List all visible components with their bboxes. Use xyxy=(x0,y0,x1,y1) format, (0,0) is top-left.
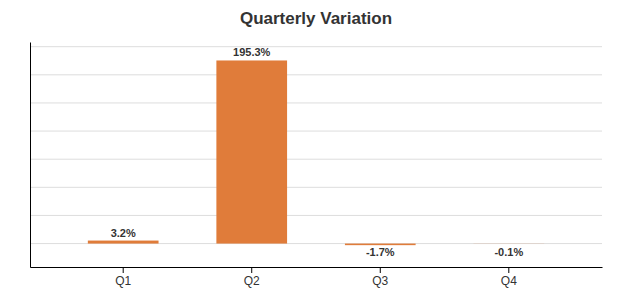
title: Quarterly Variation xyxy=(240,9,392,28)
grid-line xyxy=(30,102,602,103)
data-labels: 3.2% 195.3% -1.7% -0.1% xyxy=(111,46,524,257)
x-tick-mark xyxy=(380,267,381,273)
grid-line xyxy=(30,215,602,216)
y-axis-line xyxy=(30,43,31,268)
bar xyxy=(216,60,287,243)
grid xyxy=(30,47,602,244)
grid-line xyxy=(30,74,602,75)
x-axis: Q1 Q2 Q3 Q4 xyxy=(31,267,603,288)
grid-line xyxy=(30,131,602,132)
grid-line xyxy=(30,159,602,160)
data-label: 195.3% xyxy=(233,46,271,58)
x-tick: Q1 xyxy=(115,267,131,288)
y-axis xyxy=(30,43,31,268)
grid-line xyxy=(30,46,602,47)
bar xyxy=(88,241,159,244)
data-label: 3.2% xyxy=(111,227,136,239)
x-axis-line xyxy=(31,267,603,268)
x-tick-mark xyxy=(123,267,124,273)
chart: Q1 Q2 Q3 Q4 3.2% 195.3% -1.7% -0.1% Quarterly Va… xyxy=(0,0,622,299)
grid-line xyxy=(30,187,602,188)
x-tick-label: Q4 xyxy=(501,274,517,288)
x-tick-mark xyxy=(251,267,252,273)
bar xyxy=(473,243,544,244)
x-tick-label: Q1 xyxy=(115,274,131,288)
plot: Q1 Q2 Q3 Q4 3.2% 195.3% -1.7% -0.1% xyxy=(30,43,603,288)
x-tick-mark xyxy=(508,267,509,273)
x-tick: Q2 xyxy=(244,267,260,288)
data-label: -0.1% xyxy=(494,246,523,258)
data-label: -1.7% xyxy=(366,246,395,258)
x-tick: Q4 xyxy=(501,267,517,288)
x-tick: Q3 xyxy=(372,267,388,288)
x-tick-label: Q3 xyxy=(372,274,388,288)
bars xyxy=(88,60,544,245)
x-tick-label: Q2 xyxy=(244,274,260,288)
